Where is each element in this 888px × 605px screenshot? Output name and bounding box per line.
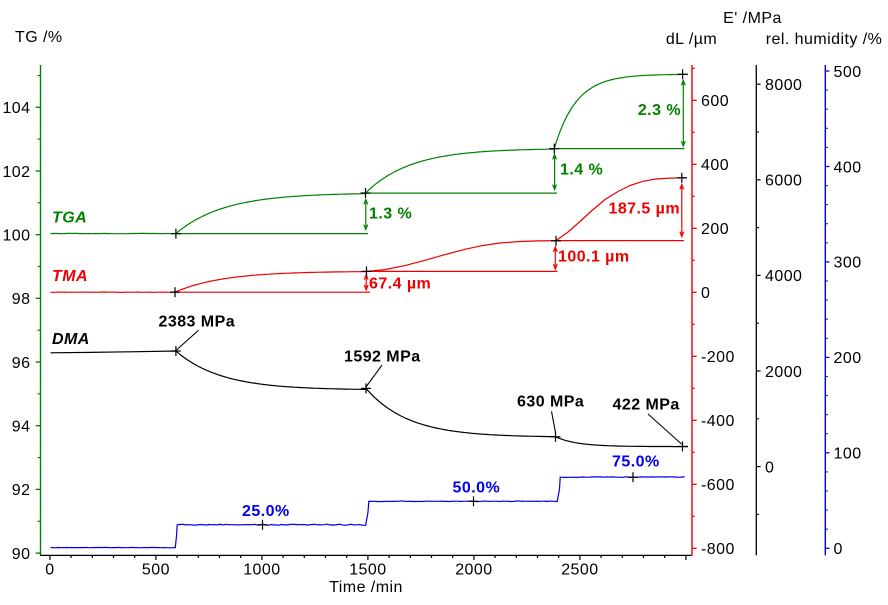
svg-text:-800: -800 [701, 541, 735, 558]
svg-text:104: 104 [2, 100, 30, 117]
svg-text:98: 98 [12, 291, 31, 308]
svg-text:1.4 %: 1.4 % [560, 162, 603, 179]
svg-text:67.4 µm: 67.4 µm [369, 276, 431, 293]
svg-text:2000: 2000 [765, 364, 802, 381]
svg-text:2500: 2500 [561, 562, 598, 579]
svg-text:300: 300 [834, 255, 862, 272]
svg-text:-400: -400 [701, 413, 735, 430]
svg-text:75.0%: 75.0% [612, 454, 660, 471]
svg-text:E' /MPa: E' /MPa [723, 10, 782, 27]
svg-text:2.3 %: 2.3 % [638, 102, 681, 119]
svg-text:102: 102 [2, 164, 30, 181]
svg-text:dL /µm: dL /µm [666, 31, 717, 48]
svg-text:1592 MPa: 1592 MPa [344, 349, 421, 366]
svg-text:TMA: TMA [52, 268, 88, 285]
svg-text:100.1 µm: 100.1 µm [558, 249, 630, 266]
svg-text:500: 500 [142, 562, 170, 579]
svg-text:DMA: DMA [52, 331, 90, 348]
svg-text:1.3 %: 1.3 % [369, 206, 412, 223]
svg-text:50.0%: 50.0% [453, 480, 501, 497]
svg-text:2383 MPa: 2383 MPa [159, 314, 236, 331]
svg-text:-600: -600 [701, 477, 735, 494]
svg-text:-200: -200 [701, 349, 735, 366]
svg-text:rel. humidity /%: rel. humidity /% [766, 31, 883, 48]
svg-text:4000: 4000 [765, 268, 802, 285]
svg-text:0: 0 [701, 285, 710, 302]
svg-text:200: 200 [834, 350, 862, 367]
svg-text:92: 92 [12, 482, 31, 499]
svg-text:400: 400 [834, 159, 862, 176]
svg-text:0: 0 [45, 562, 54, 579]
svg-text:Time /min: Time /min [329, 579, 403, 596]
svg-text:90: 90 [12, 546, 31, 563]
svg-text:600: 600 [701, 93, 729, 110]
svg-text:400: 400 [701, 157, 729, 174]
svg-text:2000: 2000 [455, 562, 492, 579]
svg-text:0: 0 [834, 541, 843, 558]
svg-text:500: 500 [834, 64, 862, 81]
svg-text:96: 96 [12, 355, 31, 372]
svg-text:TGA: TGA [52, 210, 87, 227]
svg-text:1500: 1500 [349, 562, 386, 579]
svg-text:422 MPa: 422 MPa [613, 397, 680, 414]
svg-text:187.5 µm: 187.5 µm [608, 201, 680, 218]
svg-text:0: 0 [765, 459, 774, 476]
svg-text:8000: 8000 [765, 77, 802, 94]
svg-text:100: 100 [2, 228, 30, 245]
svg-text:100: 100 [834, 446, 862, 463]
svg-text:94: 94 [12, 419, 31, 436]
svg-text:TG /%: TG /% [15, 29, 63, 46]
svg-text:200: 200 [701, 221, 729, 238]
svg-text:630 MPa: 630 MPa [517, 394, 584, 411]
svg-text:6000: 6000 [765, 173, 802, 190]
svg-text:25.0%: 25.0% [242, 503, 290, 520]
svg-text:1000: 1000 [243, 562, 280, 579]
